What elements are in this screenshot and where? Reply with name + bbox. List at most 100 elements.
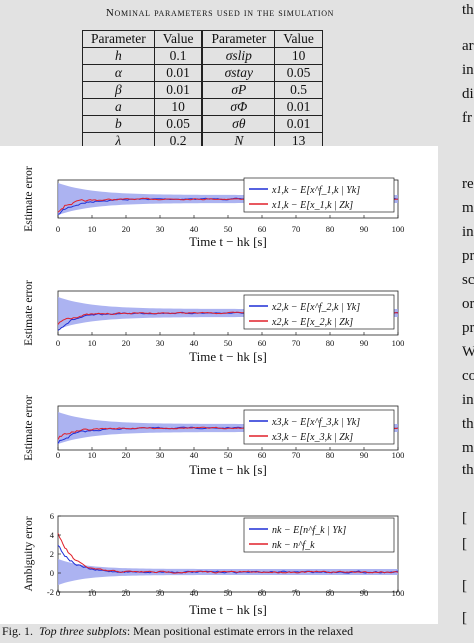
legend-label: nk − E[n^f_k | Yk]	[272, 525, 346, 536]
x-tick-label: 30	[156, 450, 165, 460]
side-text-fragment: th	[462, 416, 474, 432]
x-tick-label: 0	[56, 338, 60, 348]
side-text-fragment: W	[462, 344, 474, 360]
x-tick-label: 10	[88, 338, 97, 348]
x-tick-label: 10	[88, 588, 97, 598]
side-text-fragment: pr	[462, 248, 474, 264]
side-text-fragment: or	[462, 296, 474, 312]
x-tick-label: 30	[156, 224, 165, 234]
legend-box	[243, 177, 395, 213]
x-tick-label: 70	[292, 338, 301, 348]
side-text-fragment: pr	[462, 320, 474, 336]
side-text-fragment: in	[462, 62, 474, 78]
series-line	[57, 533, 399, 574]
side-text-fragment: co	[462, 368, 474, 384]
y-tick-label: 0	[50, 568, 54, 578]
x-tick-label: 60	[258, 338, 267, 348]
x-tick-label: 60	[258, 224, 267, 234]
x-tick-label: 80	[326, 450, 335, 460]
x-tick-label: 100	[392, 338, 405, 348]
y-tick-label: 4	[50, 530, 55, 540]
legend-label: x2,k − E[x_2,k | Zk]	[271, 317, 353, 328]
x-tick-label: 70	[292, 450, 301, 460]
x-tick-label: 50	[224, 224, 233, 234]
x-tick-label: 50	[224, 338, 233, 348]
side-text-fragment: in	[462, 224, 474, 240]
x-tick-label: 90	[360, 450, 369, 460]
side-text-fragment: in	[462, 392, 474, 408]
x-tick-label: 50	[224, 588, 233, 598]
side-text-fragment: [	[462, 510, 467, 526]
x-tick-label: 40	[190, 224, 199, 234]
y-axis-label: Estimate error	[23, 166, 35, 232]
x-tick-label: 0	[56, 224, 60, 234]
x-tick-label: 90	[360, 588, 369, 598]
legend-label: x2,k − E[x^f_2,k | Yk]	[271, 302, 360, 313]
x-tick-label: 10	[88, 450, 97, 460]
x-tick-label: 40	[190, 588, 199, 598]
legend-label: x3,k − E[x^f_3,k | Yk]	[271, 417, 360, 428]
x-tick-label: 0	[56, 450, 60, 460]
x-tick-label: 30	[156, 588, 165, 598]
figure-caption: Fig. 1. Top three subplots: Mean positio…	[2, 624, 354, 638]
x-tick-label: 30	[156, 338, 165, 348]
x-tick-label: 20	[122, 450, 131, 460]
y-tick-label: 6	[50, 511, 54, 521]
legend-box	[243, 294, 395, 330]
table-row: h 0.1 σslip 10	[82, 47, 323, 65]
x-tick-label: 70	[292, 224, 301, 234]
y-tick-label: -2	[47, 587, 54, 597]
x-tick-label: 20	[122, 588, 131, 598]
x-tick-label: 40	[190, 450, 199, 460]
table-row: a 10 σΦ 0.01	[82, 98, 323, 116]
side-text-fragment: re	[462, 176, 474, 192]
side-text-fragment: [	[462, 610, 467, 626]
x-axis-label: Time t − hk [s]	[189, 602, 267, 617]
y-axis-label: Estimate error	[23, 395, 35, 461]
x-tick-label: 10	[88, 224, 97, 234]
table-header-row: Parameter Value Parameter Value	[82, 30, 323, 48]
table-header: Parameter	[201, 30, 276, 48]
side-text-fragment: ar	[462, 38, 474, 54]
legend-label: nk − n^f_k	[272, 540, 315, 551]
x-tick-label: 0	[56, 588, 60, 598]
x-tick-label: 100	[392, 588, 405, 598]
legend-box	[243, 517, 395, 553]
legend-label: x1,k − E[x^f_1,k | Yk]	[271, 185, 360, 196]
legend-label: x1,k − E[x_1,k | Zk]	[271, 200, 353, 211]
legend-label: x3,k − E[x_3,k | Zk]	[271, 432, 353, 443]
x-tick-label: 100	[392, 224, 405, 234]
x-tick-label: 50	[224, 450, 233, 460]
figure-panel: 0 10 20 30 40 50 60 70 80 90 100 Time t − hk [s] Est…	[0, 146, 438, 624]
table-header: Parameter	[82, 30, 155, 48]
legend-box	[243, 409, 395, 445]
x-tick-label: 20	[122, 338, 131, 348]
table-row: α 0.01 σstay 0.05	[82, 64, 323, 82]
x-tick-label: 70	[292, 588, 301, 598]
x-tick-label: 90	[360, 224, 369, 234]
table-caption: Nominal parameters used in the simulatio…	[105, 7, 335, 19]
x-tick-label: 90	[360, 338, 369, 348]
x-tick-label: 60	[258, 588, 267, 598]
y-axis-label: Ambiguity error	[23, 516, 35, 591]
x-tick-label: 60	[258, 450, 267, 460]
x-axis-label: Time t − hk [s]	[189, 234, 267, 249]
side-text-fragment: [	[462, 536, 467, 552]
table-row: λ 0.2 N 13	[82, 132, 323, 150]
x-tick-label: 80	[326, 338, 335, 348]
side-text-fragment: th	[462, 462, 474, 478]
side-text-fragment: m	[462, 440, 474, 456]
x-tick-label: 40	[190, 338, 199, 348]
table-header: Value	[153, 30, 203, 48]
parameter-table: Parameter Value Parameter Value h 0.1 σsl…	[82, 30, 323, 150]
x-axis-label: Time t − hk [s]	[189, 462, 267, 477]
side-text-fragment: di	[462, 86, 474, 102]
table-row: β 0.01 σP 0.5	[82, 81, 323, 99]
y-axis-label: Estimate error	[23, 280, 35, 346]
table-row: b 0.05 σθ 0.01	[82, 115, 323, 133]
side-text-fragment: [	[462, 578, 467, 594]
x-tick-label: 20	[122, 224, 131, 234]
side-text-fragment: fr	[462, 110, 472, 126]
